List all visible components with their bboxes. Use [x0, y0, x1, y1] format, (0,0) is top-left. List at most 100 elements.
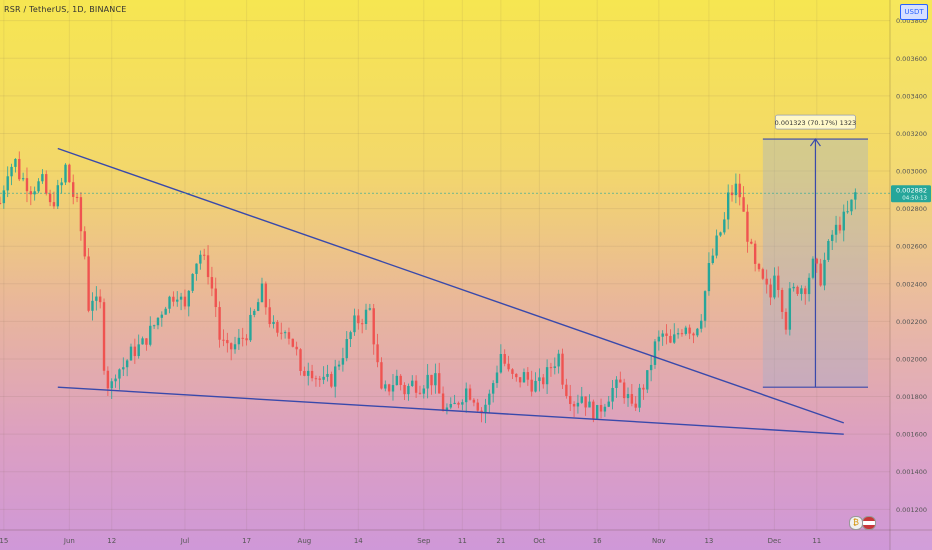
candle-body — [684, 327, 687, 334]
candle-body — [534, 380, 537, 392]
candle-body — [295, 346, 298, 350]
candle-body — [453, 402, 456, 405]
candle-body — [557, 353, 560, 367]
currency-button[interactable]: USDT — [900, 4, 928, 20]
flag-icon[interactable] — [862, 516, 876, 530]
candle-body — [191, 273, 194, 291]
candle-body — [14, 158, 17, 167]
y-tick-label: 0.002600 — [896, 243, 927, 251]
candle-body — [48, 193, 52, 203]
candle-body — [407, 385, 410, 395]
candle-body — [249, 314, 252, 341]
candle-body — [75, 196, 79, 198]
candle-body — [834, 224, 838, 235]
candle-body — [72, 182, 75, 197]
candle-body — [18, 158, 21, 180]
candle-body — [619, 379, 622, 383]
candle-body — [264, 283, 268, 308]
candle-body — [152, 325, 156, 327]
candle-body — [653, 341, 657, 365]
candle-body — [753, 243, 757, 264]
candle-body — [391, 385, 395, 392]
candle-body — [0, 202, 2, 204]
candle-body — [10, 166, 13, 177]
candle-body — [214, 288, 217, 308]
x-tick-label: Dec — [768, 537, 782, 545]
candle-body — [399, 375, 402, 385]
candle-body — [646, 370, 649, 390]
y-tick-label: 0.001800 — [896, 393, 927, 401]
x-tick-label: 17 — [242, 537, 251, 545]
y-tick-label: 0.003400 — [896, 92, 927, 100]
candle-body — [777, 275, 780, 290]
candle-body — [133, 346, 137, 357]
candle-body — [272, 322, 275, 325]
candle-body — [380, 362, 383, 389]
candle-body — [719, 232, 722, 236]
x-tick-label: 11 — [458, 537, 467, 545]
y-tick-label: 0.001600 — [896, 431, 927, 439]
candle-body — [518, 377, 522, 383]
candle-body — [195, 263, 198, 274]
candle-body — [164, 308, 167, 315]
candle-body — [64, 164, 67, 183]
candle-body — [572, 404, 576, 407]
x-tick-label: 16 — [593, 537, 602, 545]
candle-body — [303, 370, 306, 376]
candle-body — [796, 286, 799, 294]
candle-body — [45, 174, 48, 194]
candle-body — [488, 393, 491, 405]
y-tick-label: 0.003600 — [896, 55, 927, 63]
candle-body — [765, 278, 768, 285]
x-tick-label: Sep — [417, 537, 431, 545]
candle-body — [549, 367, 553, 369]
candle-body — [780, 289, 784, 312]
candle-body — [603, 406, 607, 412]
candle-body — [773, 275, 776, 298]
candle-body — [60, 182, 63, 186]
grid — [0, 0, 890, 530]
candle-body — [661, 333, 664, 337]
candle-body — [98, 296, 102, 303]
candle-body — [114, 378, 117, 382]
candle-body — [360, 323, 364, 325]
candle-body — [665, 333, 668, 336]
candle-body — [842, 211, 845, 231]
candle-body — [576, 402, 580, 407]
candle-body — [468, 388, 472, 400]
x-tick-label: Oct — [533, 537, 545, 545]
candle-body — [79, 197, 83, 232]
candle-body — [299, 349, 302, 371]
candle-body — [322, 376, 325, 380]
candle-body — [703, 291, 707, 321]
candle-body — [376, 344, 379, 363]
candle-body — [418, 392, 422, 394]
x-tick-label: 21 — [496, 537, 505, 545]
candle-body — [538, 377, 541, 381]
candle-body — [503, 354, 506, 364]
candle-body — [730, 192, 734, 196]
candle-body — [499, 354, 503, 373]
candle-body — [41, 174, 44, 182]
candle-body — [145, 338, 148, 345]
candle-body — [414, 380, 418, 393]
candle-body — [761, 269, 765, 279]
last-price-tag — [891, 185, 931, 203]
candle-body — [588, 401, 591, 408]
candle-body — [326, 373, 329, 377]
candle-body — [6, 176, 9, 191]
x-tick-label: Jun — [63, 537, 75, 545]
candle-body — [337, 364, 341, 367]
candle-body — [25, 178, 29, 192]
exchange-logo-icon[interactable]: ₿ — [849, 516, 863, 530]
trendlines — [0, 147, 890, 435]
candle-body — [530, 379, 533, 392]
candle-body — [457, 402, 460, 405]
candle-body — [226, 340, 229, 344]
lower-trendline — [57, 386, 844, 435]
bar-countdown: 04:50:13 — [902, 196, 927, 202]
candle-body — [461, 402, 464, 405]
candle-body — [149, 325, 152, 345]
